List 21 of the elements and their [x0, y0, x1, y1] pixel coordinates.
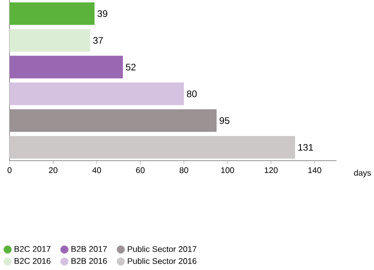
- legend-label: Public Sector 2016: [128, 258, 196, 264]
- x-tick-label: 60: [136, 167, 145, 174]
- x-tick-label: 80: [180, 167, 188, 174]
- x-tick-label: 120: [264, 167, 278, 174]
- x-tick-label: 100: [221, 167, 234, 174]
- data-label: 131: [298, 144, 314, 151]
- x-tick-label: 40: [92, 167, 102, 174]
- legend-label: B2B 2017: [72, 246, 107, 252]
- legend-label: Public Sector 2017: [128, 246, 196, 252]
- x-tick-label: 140: [308, 167, 322, 174]
- data-label: 80: [186, 90, 197, 98]
- x-tick-label: 20: [48, 167, 58, 174]
- x-tick-label: 0: [8, 167, 12, 174]
- data-label: 95: [220, 117, 230, 124]
- legend-label: B2C 2017: [14, 246, 50, 252]
- data-label: 39: [98, 10, 108, 18]
- data-label: 37: [93, 37, 103, 44]
- x-axis-title: days: [354, 170, 371, 178]
- data-label: 52: [126, 64, 136, 71]
- legend-label: B2C 2016: [14, 258, 50, 264]
- legend-label: B2B 2016: [72, 258, 107, 264]
